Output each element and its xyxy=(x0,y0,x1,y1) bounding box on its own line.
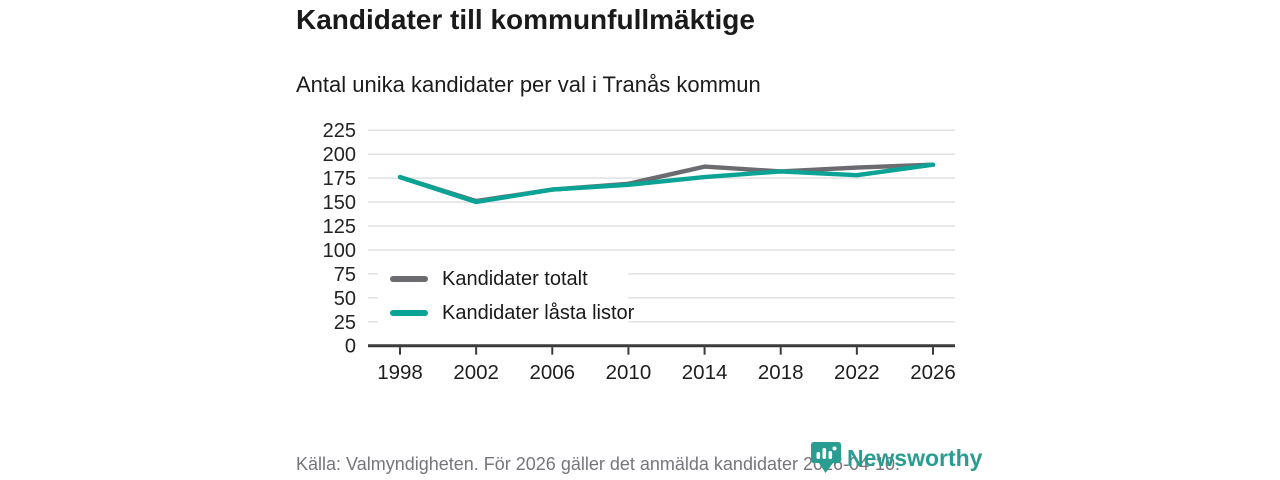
legend-label: Kandidater låsta listor xyxy=(442,301,635,324)
svg-text:75: 75 xyxy=(334,264,356,286)
legend-label: Kandidater totalt xyxy=(442,267,588,290)
svg-text:225: 225 xyxy=(323,120,356,142)
legend-swatch-gray xyxy=(390,276,428,282)
svg-text:2022: 2022 xyxy=(834,361,880,384)
newsworthy-logo: Newsworthy xyxy=(810,441,982,475)
svg-text:25: 25 xyxy=(334,312,356,334)
chart-legend: Kandidater totalt Kandidater låsta listo… xyxy=(378,262,634,332)
svg-text:2026: 2026 xyxy=(910,361,956,384)
svg-text:125: 125 xyxy=(323,216,356,238)
svg-text:2002: 2002 xyxy=(453,361,499,384)
page-title: Kandidater till kommunfullmäktige xyxy=(296,4,755,35)
svg-text:175: 175 xyxy=(323,168,356,190)
source-note: Källa: Valmyndigheten. För 2026 gäller d… xyxy=(296,454,901,474)
svg-text:150: 150 xyxy=(323,192,356,214)
svg-text:50: 50 xyxy=(334,288,356,310)
svg-text:100: 100 xyxy=(323,240,356,262)
chart-subtitle: Antal unika kandidater per val i Tranås … xyxy=(296,72,761,97)
svg-text:0: 0 xyxy=(345,336,356,358)
legend-item-lasta-listor: Kandidater låsta listor xyxy=(378,298,634,328)
svg-text:2010: 2010 xyxy=(606,361,652,384)
svg-text:2014: 2014 xyxy=(682,361,728,384)
svg-text:2006: 2006 xyxy=(529,361,575,384)
svg-text:1998: 1998 xyxy=(377,361,423,384)
svg-text:2018: 2018 xyxy=(758,361,804,384)
legend-swatch-teal xyxy=(390,310,428,316)
legend-item-totalt: Kandidater totalt xyxy=(378,264,628,294)
newsworthy-bubble-chart-icon xyxy=(811,442,841,473)
svg-text:200: 200 xyxy=(323,144,356,166)
newsworthy-logo-text: Newsworthy xyxy=(847,444,983,471)
